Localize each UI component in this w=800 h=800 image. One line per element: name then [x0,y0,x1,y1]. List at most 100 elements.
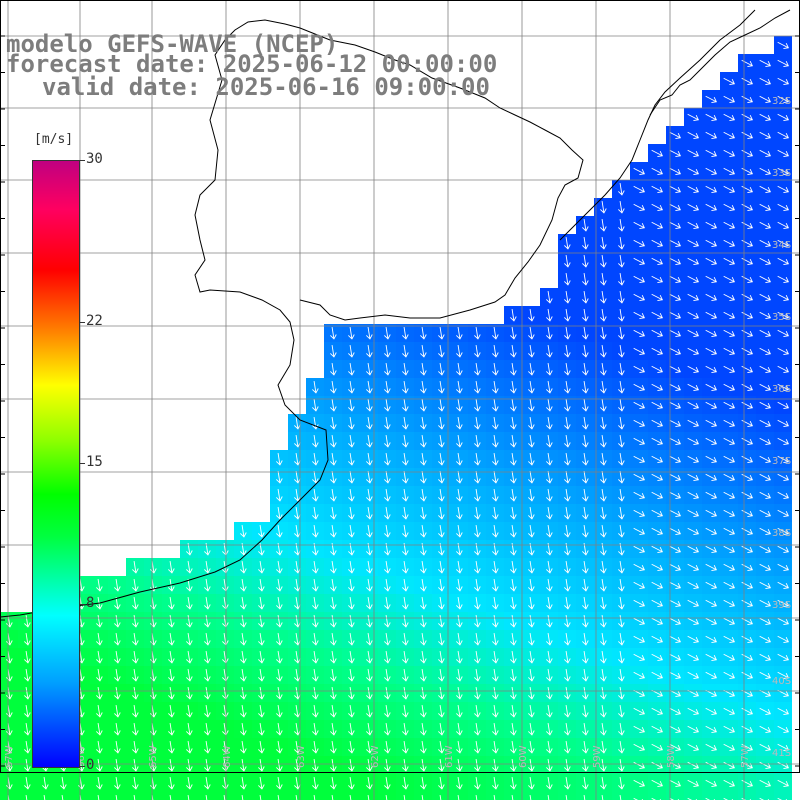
wind-arrow [651,725,664,734]
wind-arrow [759,437,772,446]
wind-arrow [651,743,664,752]
wind-arrow [294,417,301,430]
wind-arrow [204,723,211,736]
wind-arrow [510,471,517,484]
title-valid-date: valid date: 2025-06-16 09:00:00 [42,73,490,101]
wind-arrow [24,669,31,682]
wind-arrow [438,777,445,790]
wind-arrow [402,327,409,340]
wind-arrow [366,741,373,754]
wind-arrow [438,561,445,574]
wind-arrow [115,795,118,800]
wind-arrow [528,777,535,790]
wind-arrow [600,507,607,520]
wind-arrow [687,743,700,752]
wind-arrow [366,597,373,610]
wind-arrow [258,633,265,646]
wind-arrow [741,347,754,356]
wind-arrow [168,615,175,628]
wind-arrow [564,345,571,358]
colorbar-tick-mark [79,321,85,323]
wind-arrow [705,563,718,572]
wind-arrow [456,561,463,574]
wind-arrow [294,471,301,484]
wind-arrow [687,257,700,266]
wind-arrow [741,653,754,662]
wind-arrow [240,561,247,574]
wind-speed-cell [216,792,234,800]
wind-arrow [24,651,31,664]
wind-arrow [312,561,319,574]
wind-arrow [438,705,445,718]
wind-arrow [510,417,517,430]
wind-arrow [723,437,736,446]
wind-arrow [43,795,46,800]
wind-arrow [510,579,517,592]
wind-arrow [402,363,409,376]
wind-arrow [741,383,754,392]
wind-arrow [276,741,283,754]
wind-arrow [330,687,337,700]
latitude-label: 37S [772,456,791,467]
wind-arrow [474,777,481,790]
wind-arrow [687,329,700,338]
wind-arrow [366,327,373,340]
wind-arrow [366,471,373,484]
wind-arrow [618,525,625,538]
wind-arrow [687,419,700,428]
wind-arrow [564,633,571,646]
wind-arrow [492,471,499,484]
wind-arrow [705,797,716,800]
wind-arrow [564,615,571,628]
wind-arrow [456,669,463,682]
wind-arrow [402,435,409,448]
wind-arrow [330,417,337,430]
wind-arrow [582,345,589,358]
wind-arrow [759,617,772,626]
wind-arrow [687,491,700,500]
wind-arrow [687,293,700,302]
wind-speed-cell [468,792,486,800]
wind-arrow [276,777,283,790]
wind-arrow [723,95,736,104]
wind-arrow [42,777,49,790]
wind-arrow [438,435,445,448]
wind-arrow [600,327,607,340]
wind-arrow [168,777,175,790]
wind-arrow [723,491,736,500]
latitude-label: 36S [772,384,791,395]
wind-arrow [669,167,682,176]
wind-arrow [777,257,790,266]
wind-arrow [402,579,409,592]
wind-arrow [312,525,319,538]
latitude-label: 32S [772,96,791,107]
wind-arrow [366,417,373,430]
wind-arrow [759,671,772,680]
wind-arrow [438,651,445,664]
wind-arrow [618,327,625,340]
wind-arrow [456,345,463,358]
wind-arrow [600,687,607,700]
wind-arrow [456,687,463,700]
wind-arrow [687,131,700,140]
wind-arrow [384,489,391,502]
wind-arrow [618,417,625,430]
wind-arrow [330,453,337,466]
wind-arrow [741,59,754,68]
wind-arrow [420,741,427,754]
wind-arrow [633,311,646,320]
wind-arrow [618,597,625,610]
wind-arrow [618,201,625,214]
wind-arrow [687,347,700,356]
wind-arrow [723,311,736,320]
wind-arrow [651,581,664,590]
wind-arrow [438,327,445,340]
wind-arrow [402,453,409,466]
wind-arrow [759,743,772,752]
wind-arrow [618,723,625,736]
wind-arrow [759,185,772,194]
wind-arrow [547,795,550,800]
wind-arrow [723,707,736,716]
wind-speed-cell [522,792,540,800]
wind-arrow [741,581,754,590]
